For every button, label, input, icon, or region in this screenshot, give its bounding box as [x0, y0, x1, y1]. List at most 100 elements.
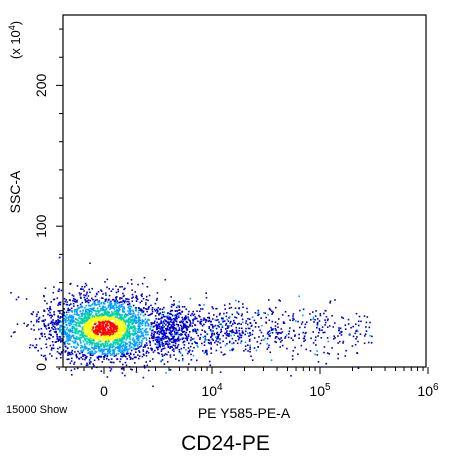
- event-dot: [170, 331, 172, 333]
- event-dot: [266, 332, 269, 335]
- event-dot: [71, 319, 73, 322]
- event-dot: [71, 334, 74, 337]
- event-dot: [135, 300, 138, 302]
- event-dot: [88, 321, 91, 324]
- event-dot: [135, 307, 137, 309]
- event-dot: [70, 360, 73, 362]
- event-dot: [103, 311, 106, 313]
- event-dot: [175, 314, 177, 316]
- event-dot: [78, 292, 81, 294]
- event-dot: [129, 331, 131, 333]
- event-dot: [260, 331, 263, 334]
- event-dot: [85, 320, 88, 322]
- event-dot: [43, 323, 45, 325]
- y-tick-label: 0: [33, 363, 49, 371]
- event-dot: [318, 320, 321, 322]
- event-dot: [72, 346, 75, 348]
- event-dot: [150, 349, 153, 351]
- event-dot: [186, 325, 189, 328]
- event-dot: [107, 320, 110, 323]
- event-dot: [142, 376, 145, 379]
- event-dot: [52, 321, 54, 324]
- event-dot: [52, 336, 54, 338]
- event-dot: [315, 336, 317, 338]
- event-dot: [270, 329, 273, 331]
- event-dot: [106, 344, 109, 347]
- event-dot: [328, 353, 331, 355]
- event-dot: [123, 326, 126, 329]
- event-dot: [127, 321, 130, 324]
- event-dot: [37, 311, 39, 313]
- event-dot: [323, 312, 325, 315]
- event-dot: [102, 293, 104, 295]
- event-dot: [58, 302, 60, 304]
- event-dot: [329, 302, 331, 304]
- event-dot: [64, 341, 67, 343]
- event-dot: [104, 344, 106, 346]
- event-dot: [84, 321, 86, 323]
- event-dot: [208, 360, 211, 363]
- event-dot: [79, 303, 82, 306]
- event-dot: [81, 351, 83, 354]
- event-dot: [172, 344, 175, 346]
- event-dot: [54, 341, 57, 343]
- event-dot: [168, 318, 170, 321]
- event-dot: [45, 338, 48, 341]
- event-dot: [75, 318, 77, 320]
- event-dot: [78, 317, 80, 319]
- event-dot: [290, 337, 293, 339]
- event-dot: [64, 332, 66, 334]
- event-dot: [33, 329, 35, 331]
- event-dot: [129, 338, 131, 340]
- event-dot: [314, 353, 316, 356]
- event-dot: [64, 321, 67, 324]
- event-dot: [147, 351, 150, 354]
- event-dot: [208, 325, 211, 328]
- event-dot: [233, 321, 236, 324]
- event-dot: [57, 290, 60, 292]
- event-dot: [325, 315, 328, 318]
- event-dot: [138, 319, 141, 321]
- event-dot: [171, 346, 173, 349]
- event-dot: [109, 333, 112, 335]
- event-dot: [144, 344, 146, 347]
- event-dot: [81, 313, 83, 315]
- event-dot: [158, 323, 161, 325]
- event-dot: [275, 306, 277, 309]
- event-dot: [109, 361, 112, 363]
- event-dot: [158, 341, 161, 343]
- event-dot: [87, 325, 90, 327]
- event-dot: [102, 333, 104, 335]
- event-dot: [267, 313, 269, 316]
- event-dot: [52, 325, 55, 327]
- event-dot: [359, 333, 362, 335]
- event-dot: [154, 343, 157, 345]
- event-dot: [44, 357, 47, 359]
- event-dot: [73, 361, 76, 364]
- event-dot: [51, 315, 53, 317]
- event-dot: [68, 343, 71, 345]
- event-dot: [73, 327, 75, 329]
- event-dot: [249, 338, 251, 341]
- event-dot: [70, 335, 73, 338]
- event-dot: [79, 340, 82, 342]
- event-dot: [99, 321, 102, 324]
- event-dot: [230, 325, 233, 327]
- event-dot: [102, 308, 104, 310]
- event-dot: [147, 347, 150, 349]
- event-dot: [139, 319, 142, 322]
- event-dot: [318, 327, 321, 330]
- event-dot: [163, 363, 166, 365]
- event-dot: [72, 326, 74, 329]
- event-dot: [184, 326, 187, 329]
- event-dot: [267, 346, 270, 349]
- event-dot: [202, 319, 205, 321]
- event-dot: [203, 304, 205, 306]
- event-dot: [125, 319, 127, 322]
- event-dot: [89, 336, 91, 338]
- event-dot: [114, 322, 117, 325]
- event-dot: [117, 321, 119, 323]
- event-dot: [122, 363, 124, 366]
- event-dot: [166, 315, 168, 318]
- event-dot: [85, 284, 88, 287]
